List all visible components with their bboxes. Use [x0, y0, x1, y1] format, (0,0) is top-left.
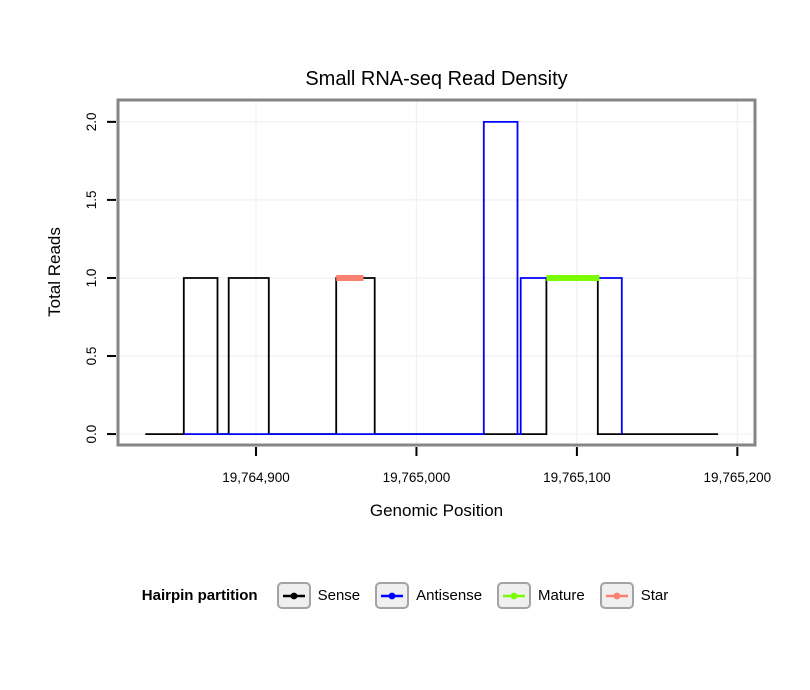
legend-label-sense: Sense [317, 587, 361, 604]
legend-key-mature [497, 582, 532, 609]
legend-item-mature: Mature [497, 582, 585, 609]
legend-dot-star [613, 592, 621, 599]
x-axis-label: Genomic Position [369, 501, 504, 520]
legend-key-glyph-sense [282, 592, 305, 599]
x-tick-label: 19,765,200 [704, 470, 772, 485]
x-tick-label: 19,765,000 [383, 470, 451, 485]
legend-item-sense: Sense [276, 582, 361, 609]
legend-dot-antisense [388, 592, 396, 599]
legend-key-glyph-mature [503, 592, 526, 599]
legend-label-antisense: Antisense [416, 587, 483, 604]
plot-canvas: 19,764,900 19,765,000 19,765,100 19,765,200… [84, 98, 772, 485]
chart-title: Small RNA-seq Read Density [305, 68, 568, 90]
legend-dot-mature [510, 592, 518, 599]
panel-border [116, 98, 757, 447]
y-tick-label: 2.0 [84, 112, 99, 131]
legend-key-antisense [375, 582, 410, 609]
legend-item-star: Star [599, 582, 669, 609]
y-tick-label: 0.0 [84, 425, 99, 444]
legend-key-glyph-antisense [381, 592, 404, 599]
y-tick-label: 1.0 [84, 269, 99, 288]
x-tick-label: 19,765,100 [543, 470, 611, 485]
y-tick-label: 0.5 [84, 347, 99, 366]
legend-key-star [599, 582, 634, 609]
legend-dot-sense [290, 592, 298, 599]
legend-title: Hairpin partition [141, 587, 258, 604]
y-axis-label: Total Reads [45, 227, 64, 317]
legend-label-star: Star [640, 587, 669, 604]
legend-key-glyph-star [605, 592, 628, 599]
legend: Hairpin partition Sense Antisense [0, 582, 810, 609]
legend-key-sense [276, 582, 311, 609]
x-tick-label: 19,764,900 [222, 470, 290, 485]
legend-item-antisense: Antisense [375, 582, 482, 609]
y-tick-label: 1.5 [84, 191, 99, 210]
legend-label-mature: Mature [538, 587, 585, 604]
